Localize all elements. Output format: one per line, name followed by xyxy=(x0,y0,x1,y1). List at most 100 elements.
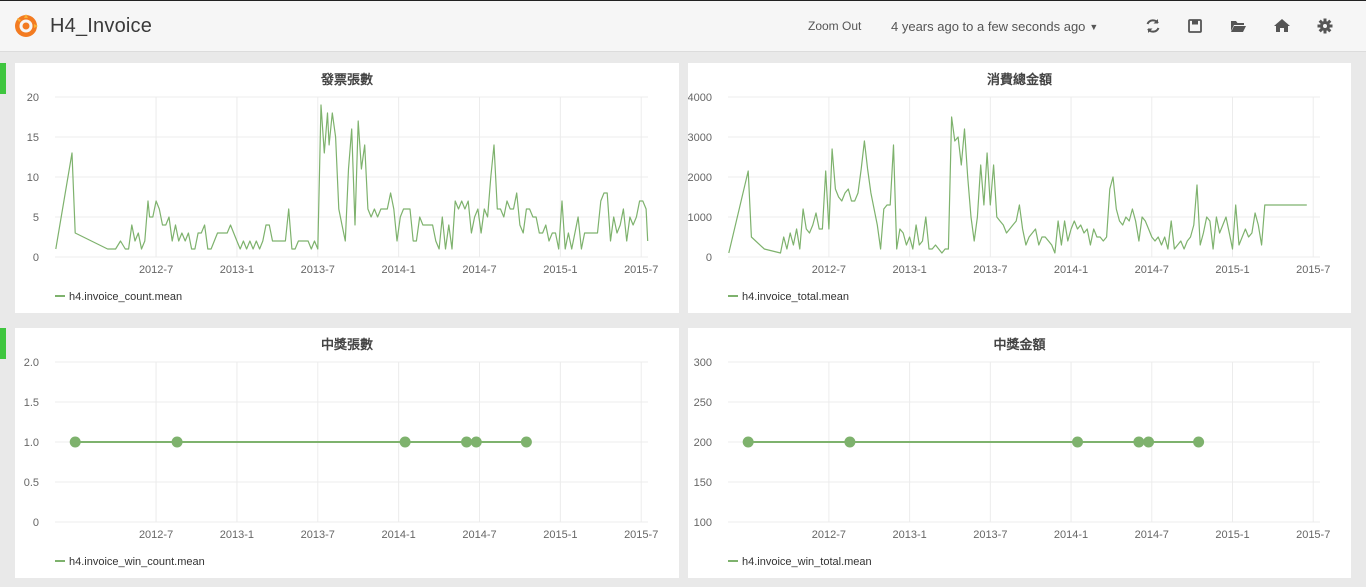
line-chart: 0 5 10 15 20 2012-7 2013-1 2013-7 2014-1 2014-7 20… xyxy=(27,92,659,276)
x-tick-label: 2015-1 xyxy=(543,529,577,541)
x-tick-label: 2014-1 xyxy=(1054,529,1088,541)
data-point xyxy=(69,436,81,448)
time-range-picker[interactable]: 4 years ago to a few seconds ago ▼ xyxy=(891,19,1098,34)
home-icon[interactable] xyxy=(1273,17,1291,35)
x-tick-label: 2012-7 xyxy=(139,264,173,276)
data-point xyxy=(1133,436,1145,448)
panel-win-total: 中獎金額 100 150 200 250 300 2012-7 2013-1 2013-7 20… xyxy=(688,328,1351,578)
time-range-label: 4 years ago to a few seconds ago xyxy=(891,19,1086,34)
y-tick-label: 0 xyxy=(33,252,39,264)
y-tick-label: 3000 xyxy=(688,132,712,144)
x-tick-label: 2014-1 xyxy=(382,529,416,541)
dashboard-title[interactable]: H4_Invoice xyxy=(50,15,153,37)
data-point xyxy=(461,436,473,448)
panel-invoice-count: 發票張數 0 5 10 15 20 2012-7 2013-1 2013-7 2014-1 201… xyxy=(15,63,679,313)
series-line xyxy=(728,116,1307,254)
y-tick-label: 0 xyxy=(706,252,712,264)
data-point xyxy=(399,436,411,448)
x-tick-label: 2014-1 xyxy=(1054,264,1088,276)
x-tick-label: 2015-1 xyxy=(1215,264,1249,276)
line-chart: 100 150 200 250 300 2012-7 2013-1 2013-7 2014-1 2… xyxy=(694,357,1331,541)
data-point xyxy=(844,436,856,448)
x-tick-label: 2013-7 xyxy=(973,529,1007,541)
x-tick-label: 2014-7 xyxy=(1135,529,1169,541)
panel-invoice-total: 消費總金額 0 1000 2000 3000 4000 2012-7 2013-1 2013-… xyxy=(688,63,1351,313)
zoom-out-button[interactable]: Zoom Out xyxy=(808,19,862,33)
x-tick-label: 2015-1 xyxy=(543,264,577,276)
legend-item[interactable]: h4.invoice_win_count.mean xyxy=(55,556,205,568)
y-tick-label: 10 xyxy=(27,172,39,184)
series-line xyxy=(55,104,649,250)
legend-swatch xyxy=(728,295,738,298)
x-tick-label: 2013-7 xyxy=(301,529,335,541)
data-point xyxy=(1193,436,1205,448)
legend-item[interactable]: h4.invoice_win_total.mean xyxy=(728,556,872,568)
x-tick-label: 2014-1 xyxy=(382,264,416,276)
data-point xyxy=(171,436,183,448)
top-navbar: H4_Invoice Zoom Out 4 years ago to a few… xyxy=(0,0,1366,52)
data-point xyxy=(1072,436,1084,448)
x-tick-label: 2013-1 xyxy=(220,264,254,276)
row-collapse-handle[interactable] xyxy=(0,328,6,359)
y-tick-label: 250 xyxy=(694,397,712,409)
gear-icon[interactable] xyxy=(1316,17,1334,35)
y-tick-label: 20 xyxy=(27,92,39,104)
legend-swatch xyxy=(728,560,738,563)
x-tick-label: 2013-7 xyxy=(973,264,1007,276)
folder-open-icon[interactable] xyxy=(1229,17,1247,35)
legend-label: h4.invoice_total.mean xyxy=(742,291,850,303)
y-tick-label: 0.5 xyxy=(24,477,39,489)
data-point xyxy=(520,436,532,448)
grafana-logo-icon[interactable] xyxy=(13,13,39,39)
legend-label: h4.invoice_win_total.mean xyxy=(742,556,872,568)
x-tick-label: 2013-7 xyxy=(301,264,335,276)
y-tick-label: 1.5 xyxy=(24,397,39,409)
y-tick-label: 2.0 xyxy=(24,357,39,369)
y-tick-label: 100 xyxy=(694,517,712,529)
x-tick-label: 2014-7 xyxy=(462,529,496,541)
x-tick-label: 2012-7 xyxy=(812,264,846,276)
panel-title[interactable]: 中獎張數 xyxy=(320,338,373,353)
y-tick-label: 150 xyxy=(694,477,712,489)
x-tick-label: 2015-7 xyxy=(624,529,658,541)
y-tick-label: 2000 xyxy=(688,172,712,184)
panel-title[interactable]: 消費總金額 xyxy=(986,73,1052,88)
x-tick-label: 2015-7 xyxy=(624,264,658,276)
x-tick-label: 2014-7 xyxy=(1135,264,1169,276)
x-tick-label: 2012-7 xyxy=(812,529,846,541)
x-tick-label: 2012-7 xyxy=(139,529,173,541)
caret-down-icon: ▼ xyxy=(1089,22,1099,32)
y-tick-label: 1.0 xyxy=(24,437,39,449)
line-chart: 0 0.5 1.0 1.5 2.0 2012-7 2013-1 2013-7 2014-1 201… xyxy=(24,357,659,541)
y-tick-label: 300 xyxy=(694,357,712,369)
x-tick-label: 2015-1 xyxy=(1215,529,1249,541)
panel-title[interactable]: 發票張數 xyxy=(320,73,373,88)
y-tick-label: 5 xyxy=(33,212,39,224)
x-tick-label: 2015-7 xyxy=(1296,529,1330,541)
y-tick-label: 200 xyxy=(694,437,712,449)
x-tick-label: 2015-7 xyxy=(1296,264,1330,276)
x-tick-label: 2014-7 xyxy=(462,264,496,276)
legend-swatch xyxy=(55,560,65,563)
legend-item[interactable]: h4.invoice_count.mean xyxy=(55,291,182,303)
row-collapse-handle[interactable] xyxy=(0,63,6,94)
save-icon[interactable] xyxy=(1186,17,1204,35)
panel-win-count: 中獎張數 0 0.5 1.0 1.5 2.0 2012-7 2013-1 2013-7 2014… xyxy=(15,328,679,578)
data-point xyxy=(1143,436,1155,448)
x-tick-label: 2013-1 xyxy=(892,529,926,541)
legend-item[interactable]: h4.invoice_total.mean xyxy=(728,291,849,303)
data-point xyxy=(742,436,754,448)
panel-title[interactable]: 中獎金額 xyxy=(993,338,1046,353)
legend-swatch xyxy=(55,295,65,298)
legend-label: h4.invoice_win_count.mean xyxy=(69,556,205,568)
legend-label: h4.invoice_count.mean xyxy=(69,291,183,303)
x-tick-label: 2013-1 xyxy=(892,264,926,276)
x-tick-label: 2013-1 xyxy=(220,529,254,541)
y-tick-label: 4000 xyxy=(688,92,712,104)
data-point xyxy=(470,436,482,448)
y-tick-label: 1000 xyxy=(688,212,712,224)
y-tick-label: 0 xyxy=(33,517,39,529)
line-chart: 0 1000 2000 3000 4000 2012-7 2013-1 2013-7 2014-… xyxy=(688,92,1330,276)
y-tick-label: 15 xyxy=(27,132,39,144)
refresh-icon[interactable] xyxy=(1144,17,1162,35)
